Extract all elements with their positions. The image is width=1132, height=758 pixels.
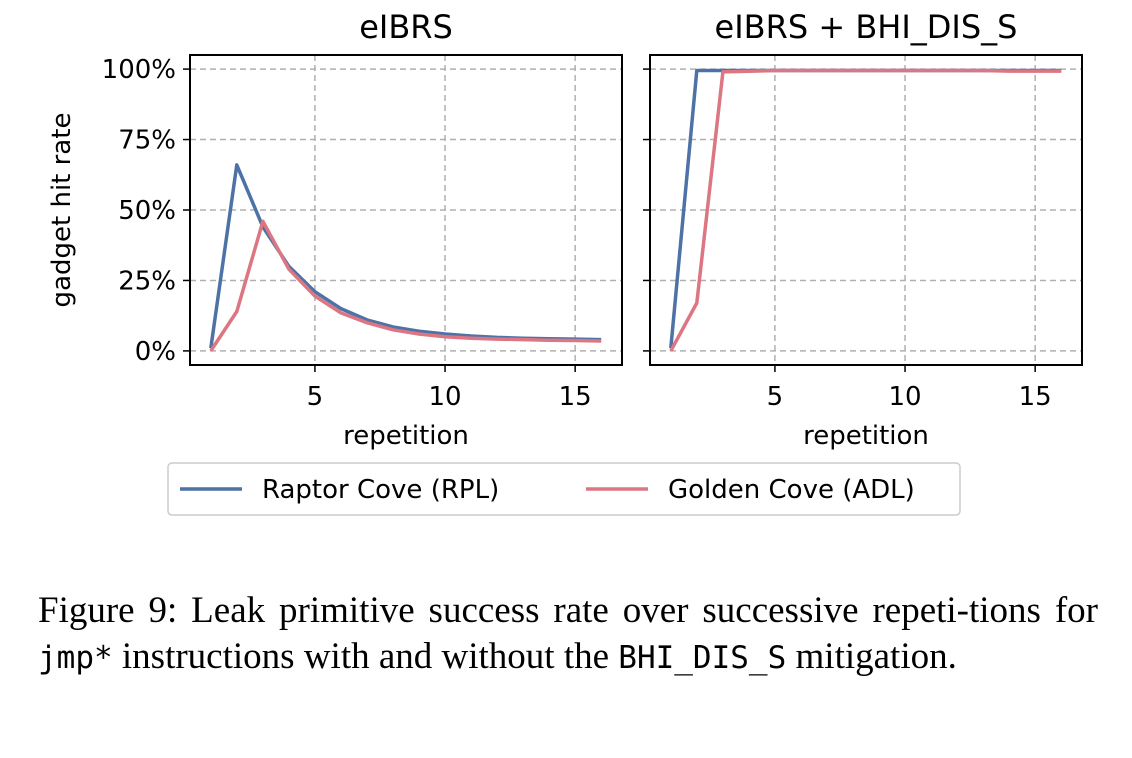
caption-text-3: mitigation. xyxy=(786,636,957,677)
y-tick-label: 0% xyxy=(135,337,176,367)
x-tick-label: 15 xyxy=(1019,382,1052,412)
series-line-rpl xyxy=(209,163,602,349)
series-line-adl xyxy=(669,68,1062,352)
x-tick-label: 10 xyxy=(428,382,461,412)
caption-code-jmp: jmp* xyxy=(38,640,113,676)
y-tick-label: 25% xyxy=(118,266,176,296)
y-tick-label: 50% xyxy=(118,196,176,226)
figure: 5 10 15 0% 25% 50% 75% 100% repetition eIBRS 5 10 15… xyxy=(47,8,1083,516)
x-axis-label: repetition xyxy=(343,421,469,451)
x-tick-label: 15 xyxy=(559,382,592,412)
figure-caption: Figure 9: Leak primitive success rate ov… xyxy=(38,588,1098,681)
x-tick-label: 5 xyxy=(307,382,324,412)
y-tick-label: 100% xyxy=(102,55,176,85)
y-axis-label: gadget hit rate xyxy=(47,113,77,308)
caption-text-1: Figure 9: Leak primitive success rate ov… xyxy=(38,590,1098,631)
legend: Raptor Cove (RPL) Golden Cove (ADL) xyxy=(167,462,961,516)
y-tick-label: 75% xyxy=(118,126,176,156)
legend-box xyxy=(167,462,961,516)
series-line-adl xyxy=(209,219,602,352)
x-tick-label: 5 xyxy=(767,382,784,412)
legend-label-rpl: Raptor Cove (RPL) xyxy=(262,475,499,505)
x-axis-label: repetition xyxy=(803,421,929,451)
legend-label-adl: Golden Cove (ADL) xyxy=(668,475,915,505)
panel-title: eIBRS xyxy=(359,8,453,46)
caption-text-2: instructions with and without the xyxy=(112,636,619,677)
panel-1: 5 10 15 0% 25% 50% 75% 100% repetition eIBRS xyxy=(102,8,623,451)
caption-code-bhi: BHI_DIS_S xyxy=(618,640,787,676)
panel-2: 5 10 15 repetition eIBRS + BHI_DIS_S xyxy=(643,8,1083,451)
x-tick-label: 10 xyxy=(888,382,921,412)
panel-title: eIBRS + BHI_DIS_S xyxy=(715,8,1018,46)
